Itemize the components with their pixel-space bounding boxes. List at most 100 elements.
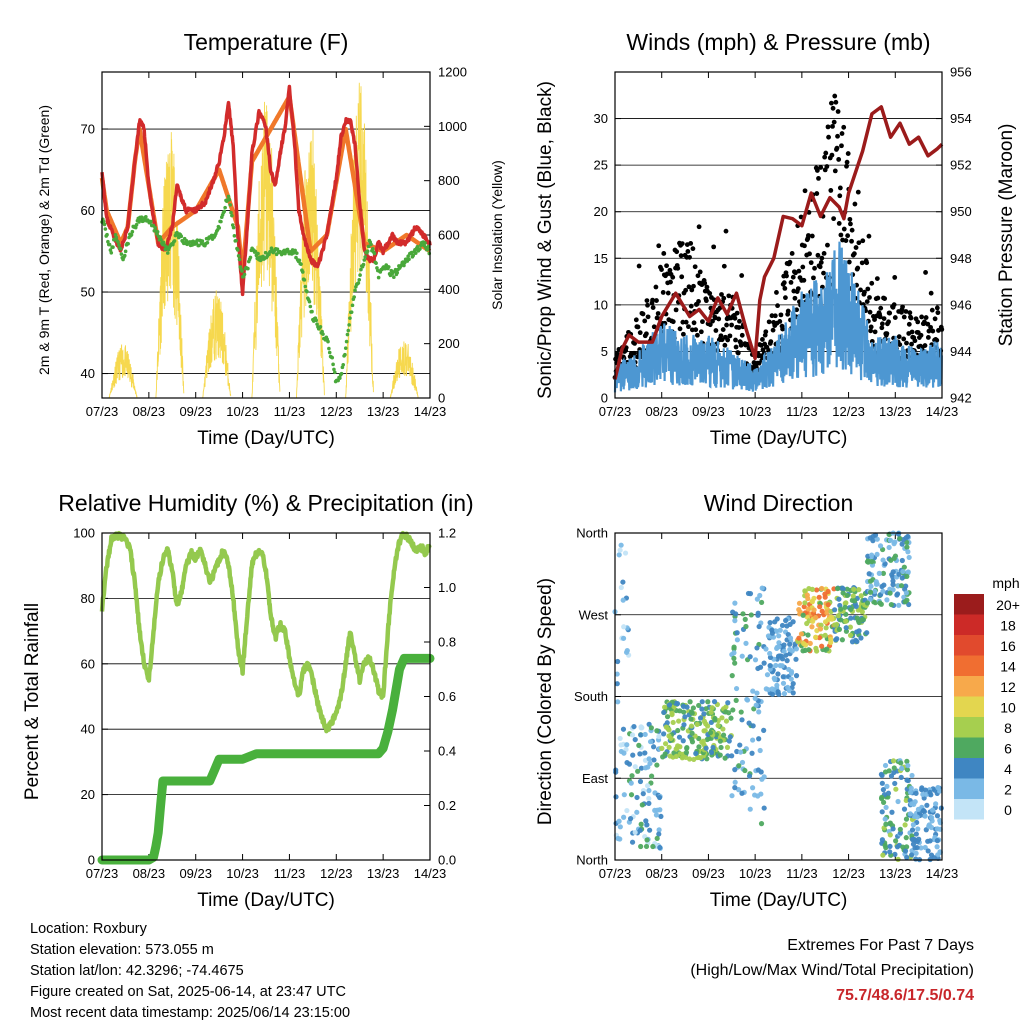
direction-dot	[894, 591, 901, 597]
direction-dot	[873, 579, 879, 585]
gust-dot	[789, 251, 795, 256]
direction-dot	[755, 793, 761, 799]
gust-dot	[680, 319, 686, 325]
direction-dot	[844, 592, 850, 599]
dewpoint-dot	[347, 323, 351, 327]
gust-dot	[915, 319, 921, 325]
direction-dot	[890, 582, 896, 588]
gust-dot	[778, 312, 784, 318]
x-tick-label: 11/23	[786, 404, 818, 419]
gust-dot	[906, 321, 912, 327]
direction-dot	[709, 705, 715, 711]
direction-dot	[900, 568, 906, 575]
gust-dot	[796, 268, 802, 274]
gust-dot	[897, 342, 903, 348]
gust-dot	[892, 275, 898, 280]
direction-dot	[673, 753, 679, 759]
direction-dot	[654, 835, 660, 842]
direction-dot	[639, 802, 645, 808]
direction-dot	[704, 736, 710, 743]
dewpoint-dot	[139, 215, 144, 219]
direction-dot	[613, 767, 619, 773]
direction-dot	[666, 702, 673, 708]
direction-dot	[904, 767, 910, 773]
direction-dot	[843, 625, 849, 631]
panel-title: Wind Direction	[704, 490, 854, 516]
direction-dot	[800, 612, 806, 618]
gust-dot	[869, 280, 875, 286]
dewpoint-dot	[406, 254, 410, 258]
dewpoint-dot	[352, 295, 356, 299]
direction-dot	[892, 851, 898, 857]
direction-dot	[650, 843, 656, 850]
gust-dot	[848, 221, 853, 227]
x-tick-label: 09/23	[692, 404, 725, 419]
panel-title: Relative Humidity (%) & Precipitation (i…	[58, 490, 473, 516]
direction-dot	[699, 699, 705, 705]
y-tick-label: 0	[88, 853, 95, 868]
gust-dot	[908, 315, 914, 321]
direction-dot	[750, 737, 756, 743]
dewpoint-dot	[350, 303, 355, 308]
dewpoint-dot	[123, 249, 128, 254]
direction-dot	[904, 544, 910, 550]
gust-dot	[643, 331, 649, 337]
gust-dot	[934, 305, 940, 311]
direction-dot	[906, 601, 912, 608]
dewpoint-dot	[357, 277, 362, 282]
direction-dot	[740, 611, 746, 617]
dewpoint-dot	[114, 235, 119, 240]
direction-dot	[644, 837, 650, 843]
gust-dot	[823, 150, 829, 156]
gust-dot	[720, 327, 726, 332]
gust-dot	[790, 274, 796, 280]
direction-dot	[743, 640, 749, 646]
dewpoint-dot	[299, 262, 303, 266]
direction-dot	[738, 709, 744, 715]
gust-dot	[901, 314, 907, 320]
plot-area	[99, 82, 432, 399]
direction-dot	[623, 649, 630, 655]
gust-dot	[737, 318, 742, 324]
direction-dot	[893, 786, 899, 792]
direction-dot	[915, 826, 921, 832]
direction-dot	[743, 623, 749, 630]
dewpoint-dot	[339, 371, 344, 376]
direction-dot	[807, 640, 813, 647]
y2-tick-label: 952	[950, 158, 972, 173]
dewpoint-dot	[363, 255, 367, 259]
gust-dot	[844, 159, 850, 165]
dewpoint-dot	[415, 244, 420, 249]
direction-dot	[905, 762, 911, 769]
x-tick-label: 14/23	[414, 866, 447, 881]
x-tick-label: 13/23	[879, 866, 912, 881]
gust-dot	[935, 310, 941, 316]
direction-dot	[732, 600, 738, 606]
direction-dot	[920, 807, 927, 814]
direction-dot	[898, 774, 904, 780]
gust-dot	[739, 273, 745, 278]
y-tick-label: West	[579, 607, 609, 622]
direction-dot	[911, 801, 917, 807]
dewpoint-dot	[101, 219, 106, 224]
gust-dot	[660, 290, 666, 295]
gust-dot	[821, 250, 827, 256]
gust-dot	[928, 290, 934, 296]
direction-dot	[783, 617, 789, 624]
direction-dot	[773, 662, 779, 669]
direction-dot	[755, 767, 761, 773]
gust-dot	[821, 270, 826, 276]
gust-dot	[818, 165, 824, 170]
direction-dot	[923, 827, 929, 833]
gust-dot	[654, 298, 659, 303]
y2-axis-label: Station Pressure (Maroon)	[996, 124, 1017, 347]
dewpoint-dot	[242, 272, 247, 277]
gust-dot	[783, 295, 788, 301]
dewpoint-dot	[318, 324, 323, 329]
direction-dot	[793, 646, 800, 652]
gust-dot	[865, 286, 871, 292]
gust-dot	[707, 291, 713, 296]
dewpoint-dot	[159, 237, 163, 242]
y-tick-label: 40	[81, 722, 95, 737]
x-axis-label: Time (Day/UTC)	[710, 890, 848, 911]
